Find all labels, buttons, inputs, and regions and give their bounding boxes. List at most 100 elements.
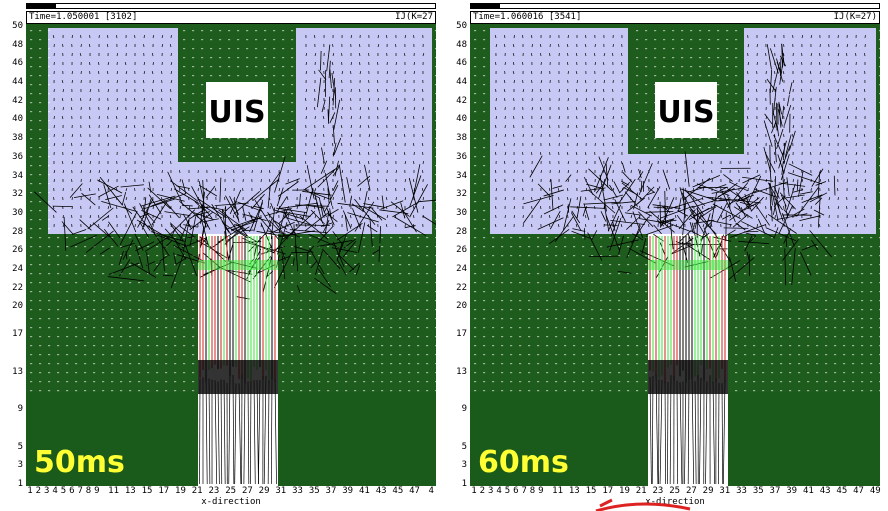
texture-dot [825, 291, 828, 293]
texture-dot [354, 309, 357, 311]
texture-dot [363, 255, 366, 257]
texture-dot [546, 246, 549, 248]
texture-dot [618, 264, 621, 266]
texture-dot [282, 39, 285, 41]
texture-dot [645, 354, 648, 356]
texture-dot [879, 327, 880, 329]
vortex-vector [295, 244, 299, 272]
flow-vector [864, 178, 866, 183]
texture-dot [681, 147, 684, 149]
texture-dot [363, 381, 366, 383]
texture-dot [843, 363, 846, 365]
texture-dot [417, 336, 420, 338]
flow-vector [819, 133, 821, 138]
vortex-vector [792, 189, 804, 193]
texture-dot [66, 282, 69, 284]
texture-dot [753, 255, 756, 257]
plume-vector [332, 180, 339, 191]
texture-dot [336, 363, 339, 365]
texture-dot [147, 300, 150, 302]
flow-vector [152, 79, 155, 84]
vortex-vector [691, 199, 718, 208]
time-label: Time=1.060016 [3541] [473, 12, 582, 22]
texture-dot [483, 75, 486, 77]
texture-dot [39, 201, 42, 203]
texture-dot [156, 381, 159, 383]
texture-dot [744, 318, 747, 320]
flow-vector [548, 224, 551, 228]
texture-dot [183, 309, 186, 311]
flow-vector [756, 61, 758, 66]
vortex-vector [187, 236, 196, 239]
texture-dot [174, 273, 177, 275]
flow-vector [260, 169, 263, 174]
texture-dot [618, 381, 621, 383]
vortex-vector [308, 233, 339, 248]
texture-dot [555, 336, 558, 338]
flow-vector [386, 70, 388, 75]
flow-vector [558, 170, 561, 174]
flow-vector [827, 179, 830, 183]
texture-dot [93, 390, 96, 392]
texture-dot [690, 57, 693, 59]
texture-dot [282, 291, 285, 293]
texture-dot [735, 318, 738, 320]
texture-dot [111, 327, 114, 329]
texture-dot [327, 354, 330, 356]
texture-dot [510, 318, 513, 320]
vortex-vector [97, 179, 123, 194]
texture-dot [645, 309, 648, 311]
texture-dot [762, 246, 765, 248]
texture-dot [435, 165, 436, 167]
flow-vector [350, 34, 352, 39]
texture-dot [474, 237, 477, 239]
flow-vector [89, 215, 92, 219]
channel-streak [687, 376, 690, 485]
texture-dot [192, 111, 195, 113]
texture-dot [573, 354, 576, 356]
flow-vector [540, 52, 542, 57]
vortex-vector [529, 155, 543, 178]
texture-dot [582, 363, 585, 365]
texture-dot [291, 309, 294, 311]
texture-dot [519, 372, 522, 374]
texture-dot [282, 93, 285, 95]
texture-dot [39, 336, 42, 338]
texture-dot [75, 345, 78, 347]
flow-vector [855, 88, 857, 93]
texture-dot [300, 300, 303, 302]
texture-dot [111, 282, 114, 284]
flow-vector [377, 124, 379, 129]
plume-vector [333, 137, 342, 156]
texture-dot [753, 291, 756, 293]
flow-vector [792, 80, 795, 84]
flow-vector [513, 206, 516, 210]
y-tick-label: 30 [12, 207, 23, 218]
texture-dot [66, 309, 69, 311]
texture-dot [93, 345, 96, 347]
plume-vector [332, 142, 337, 157]
flow-vector [495, 142, 497, 147]
texture-dot [474, 66, 477, 68]
vortex-vector [661, 218, 675, 226]
texture-dot [381, 327, 384, 329]
texture-dot [282, 66, 285, 68]
texture-dot [753, 309, 756, 311]
texture-dot [84, 255, 87, 257]
texture-dot [165, 336, 168, 338]
vortex-vector [119, 259, 131, 277]
vortex-vector [543, 189, 564, 197]
flow-vector [88, 125, 91, 129]
texture-dot [528, 327, 531, 329]
texture-dot [483, 381, 486, 383]
plume-vector [784, 105, 792, 125]
flow-vector [116, 170, 119, 174]
texture-dot [66, 273, 69, 275]
texture-dot [147, 390, 150, 392]
channel-streak [691, 376, 695, 485]
texture-dot [798, 255, 801, 257]
flow-vector [783, 161, 786, 165]
flow-vector [612, 133, 614, 138]
plume-vector [332, 125, 335, 144]
vortex-vector [637, 171, 644, 181]
